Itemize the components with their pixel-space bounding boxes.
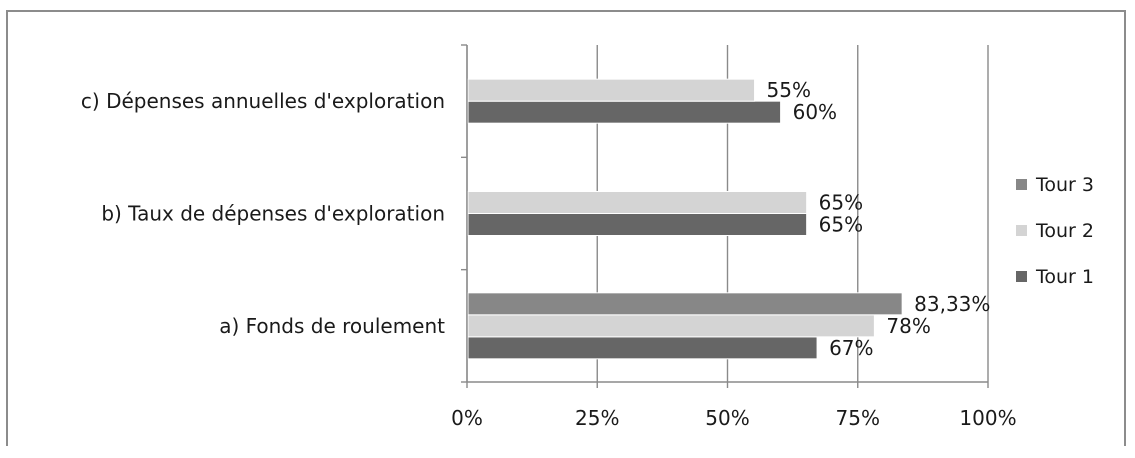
data-label: 55%	[767, 78, 811, 102]
legend-label: Tour 1	[1035, 266, 1094, 288]
category-label: b) Taux de dépenses d'exploration	[101, 202, 445, 226]
bar	[467, 100, 782, 124]
bar	[467, 314, 875, 338]
data-label: 78%	[886, 314, 930, 338]
data-label: 67%	[829, 336, 873, 360]
legend: Tour 3 Tour 2 Tour 1	[1016, 174, 1094, 288]
x-tick-label: 25%	[575, 406, 619, 430]
legend-swatch	[1016, 271, 1027, 282]
bar	[467, 78, 756, 102]
category-label: a) Fonds de roulement	[219, 314, 445, 338]
bar	[467, 292, 903, 316]
legend-label: Tour 2	[1035, 220, 1094, 242]
legend-label: Tour 3	[1035, 174, 1094, 196]
x-tick-label: 75%	[836, 406, 880, 430]
x-tick-label: 100%	[959, 406, 1016, 430]
legend-swatch	[1016, 179, 1027, 190]
category-label: c) Dépenses annuelles d'exploration	[81, 89, 445, 113]
x-tick-label: 0%	[451, 406, 483, 430]
bar	[467, 213, 808, 236]
data-label: 83,33%	[914, 292, 990, 316]
legend-swatch	[1016, 225, 1027, 236]
data-label: 60%	[793, 100, 837, 124]
labels: 67% 78%83,33% a) Fonds de roulement 65%65% b…	[81, 78, 991, 360]
x-tick-label: 50%	[705, 406, 749, 430]
data-label: 65%	[819, 213, 863, 237]
bar	[467, 191, 808, 214]
data-label: 65%	[819, 191, 863, 215]
axes: 0% 25% 50% 75% 100%	[451, 44, 1017, 430]
bar	[467, 336, 818, 360]
bars	[467, 78, 903, 360]
